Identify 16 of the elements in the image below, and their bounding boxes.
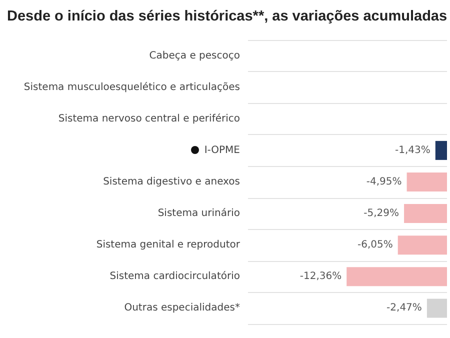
data-label: -4,95% — [366, 176, 402, 188]
data-label: -6,05% — [357, 240, 393, 251]
y-tick-label: Cabeça e pescoço — [149, 50, 240, 62]
data-label: -12,36% — [300, 271, 342, 282]
y-tick-label: I-OPME — [204, 144, 240, 156]
y-tick-label: Sistema musculoesquelético e articulações — [24, 82, 240, 93]
chart-title: Desde o início das séries históricas**, as variações acumuladas — [7, 8, 448, 24]
data-label: -1,43% — [394, 144, 430, 156]
data-label: -2,47% — [386, 302, 422, 314]
y-tick-label: Sistema digestivo e anexos — [103, 176, 240, 188]
y-tick-label: Sistema nervoso central e periférico — [58, 113, 240, 124]
y-tick-label: Outras especialidades* — [124, 302, 240, 314]
data-label: -5,29% — [364, 208, 400, 220]
y-tick-label: Sistema genital e reprodutor — [96, 240, 241, 251]
y-tick-label: Sistema urinário — [158, 208, 240, 220]
y-tick-label: Sistema cardiocirculatório — [110, 271, 240, 282]
